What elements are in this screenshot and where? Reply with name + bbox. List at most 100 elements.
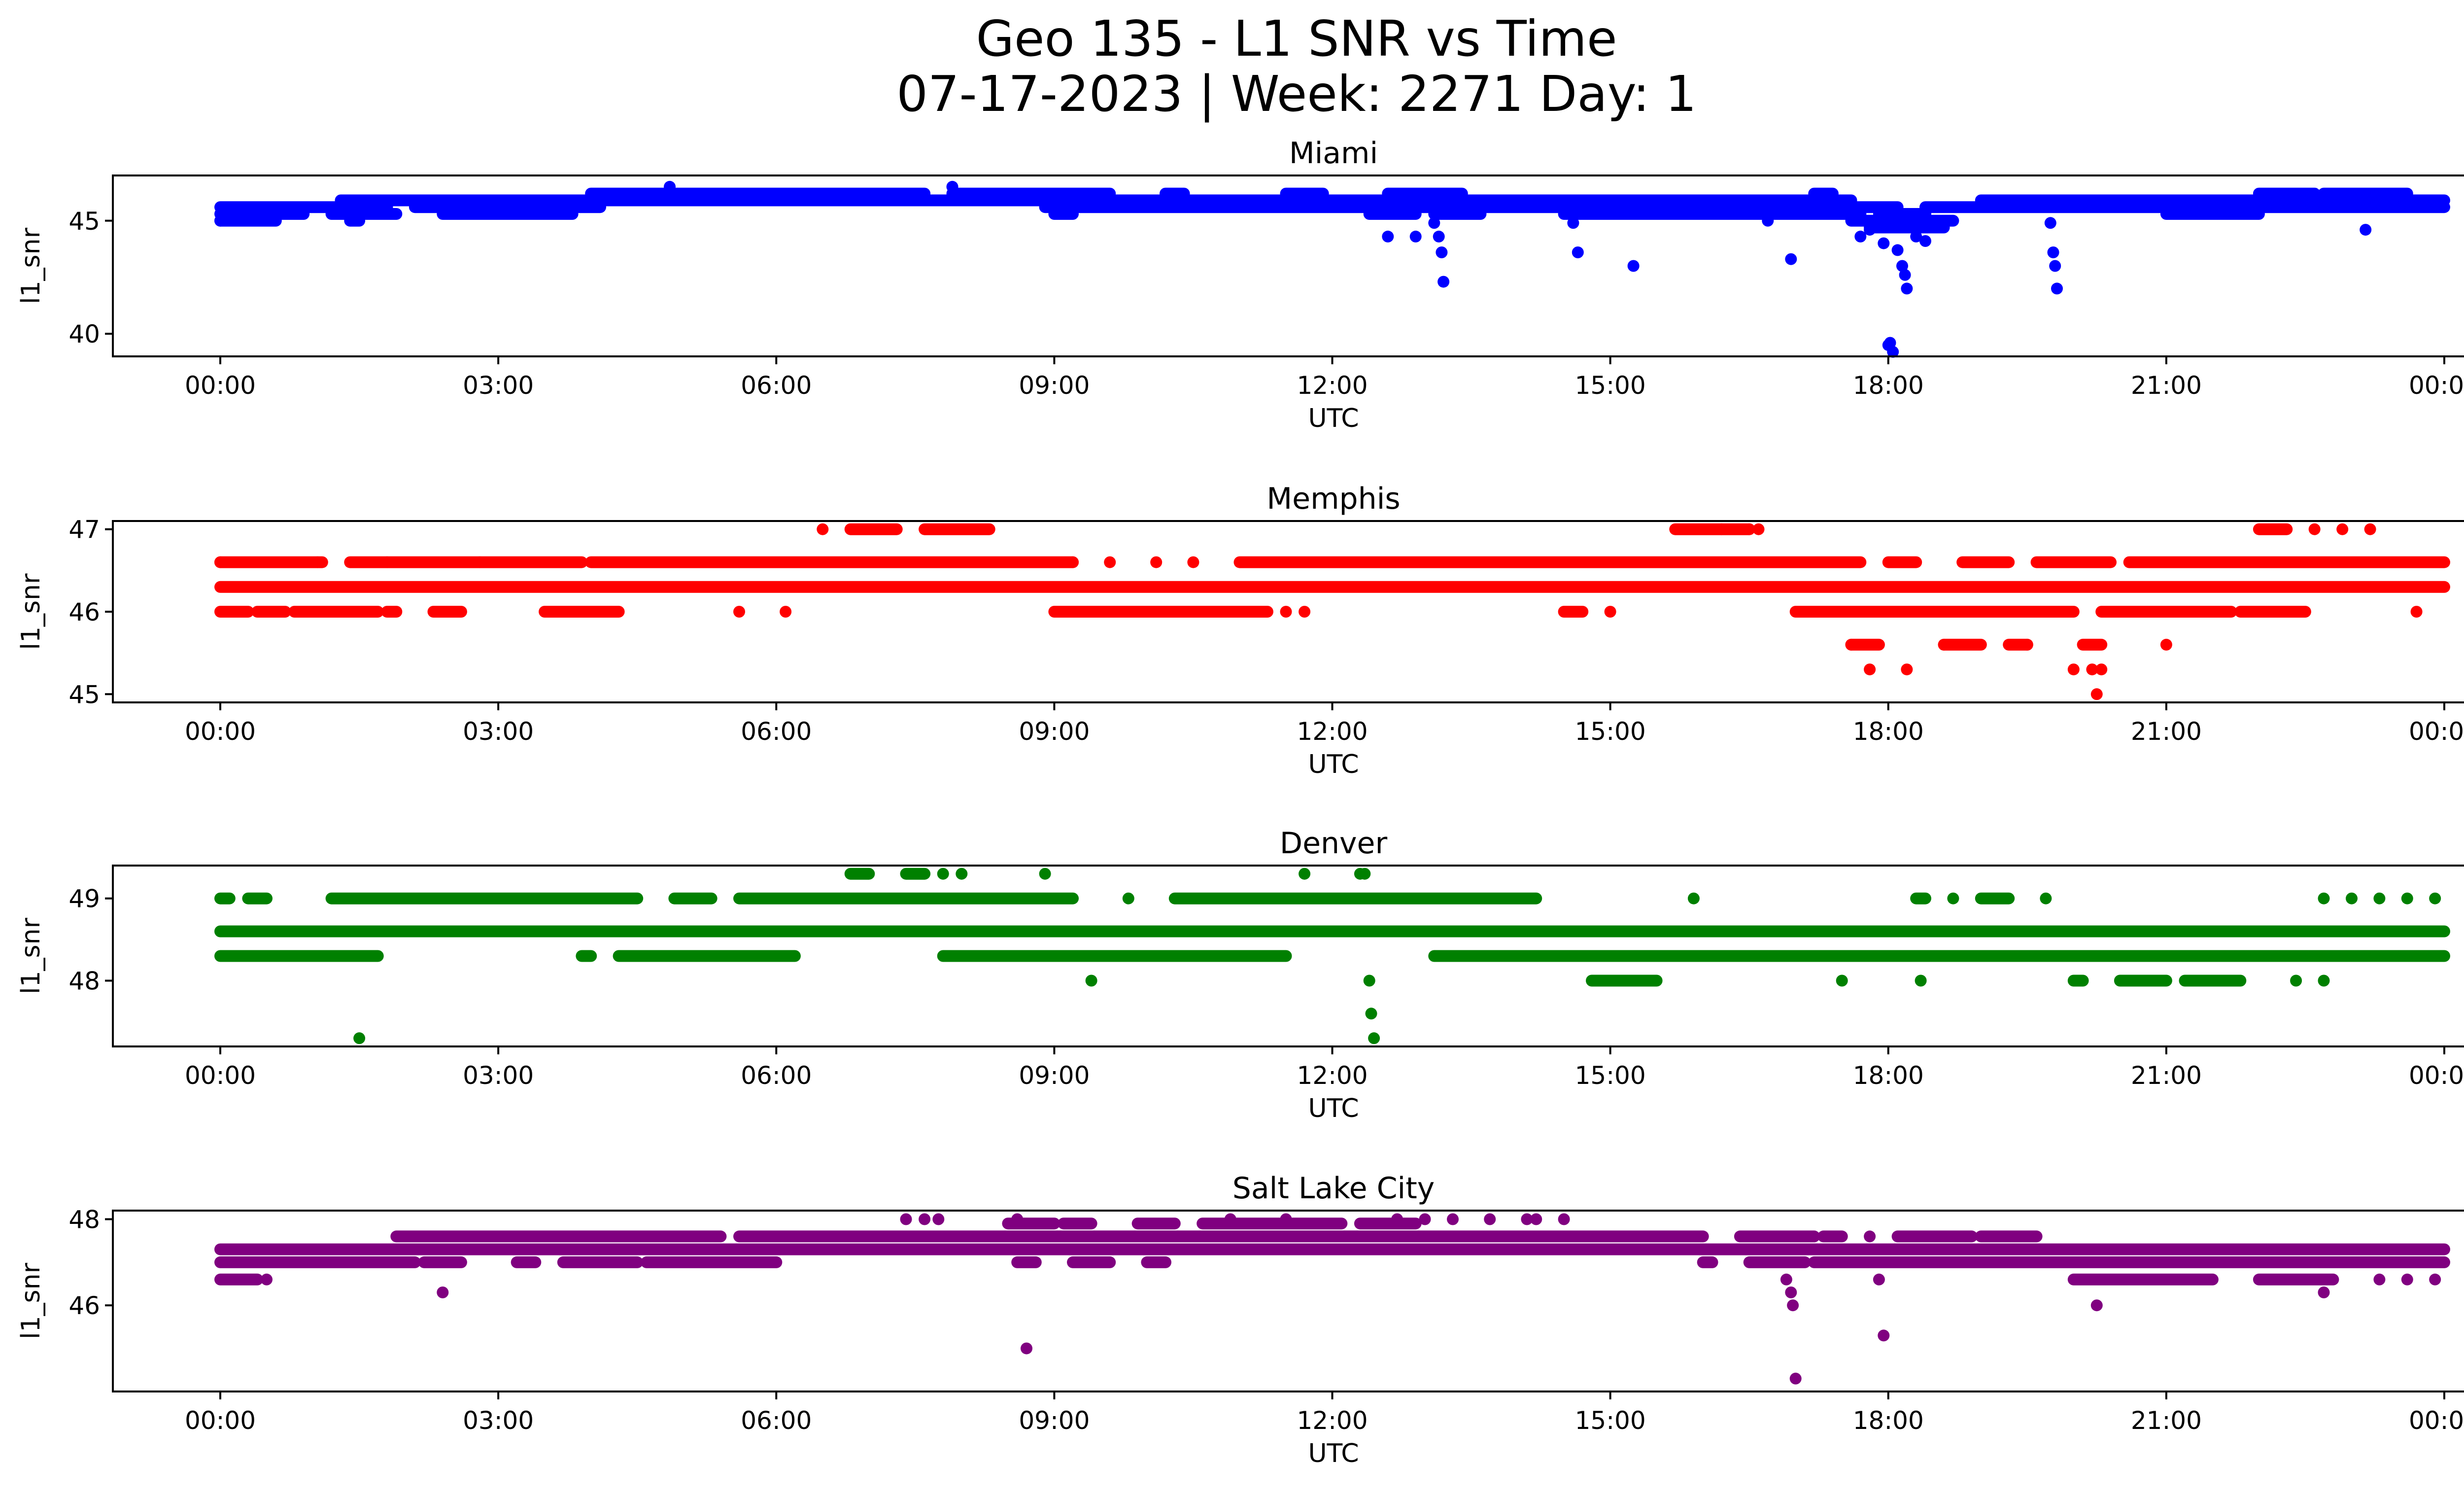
data-point	[1558, 1213, 1570, 1225]
data-point	[2401, 1273, 2413, 1286]
data-point	[1359, 868, 1371, 880]
data-point	[1878, 237, 1890, 249]
x-tick-label: 18:00	[1853, 717, 1924, 746]
data-point	[311, 556, 324, 568]
x-tick-label: 00:00	[185, 1406, 256, 1435]
data-point	[1878, 1329, 1890, 1342]
data-point	[2373, 1273, 2386, 1286]
data-point	[214, 556, 226, 568]
x-tick-label: 09:00	[1019, 1406, 1090, 1435]
x-tick-label: 09:00	[1019, 717, 1090, 746]
x-tick-label: 21:00	[2131, 1406, 2202, 1435]
x-tick-label: 21:00	[2131, 717, 2202, 746]
x-tick-label: 00:00	[2409, 371, 2464, 400]
data-point	[1627, 260, 1640, 272]
plot-frame	[112, 174, 2464, 357]
x-tick-label: 15:00	[1575, 371, 1646, 400]
data-point	[2090, 1299, 2103, 1312]
x-axis-label: UTC	[1308, 1094, 1359, 1123]
x-tick-label: 00:00	[185, 1061, 256, 1090]
x-tick-label: 03:00	[463, 371, 534, 400]
data-point	[2318, 1286, 2330, 1298]
x-tick-label: 18:00	[1853, 1406, 1924, 1435]
x-tick-label: 18:00	[1853, 1061, 1924, 1090]
data-point	[1067, 556, 1079, 568]
data-point	[1187, 556, 1199, 568]
data-point	[1572, 246, 1584, 258]
data-point	[1845, 638, 1857, 651]
data-point	[2051, 282, 2063, 295]
y-tick-label: 48	[68, 1205, 100, 1234]
data-point	[2067, 663, 2080, 676]
data-point	[1280, 1213, 1292, 1225]
data-point	[1752, 523, 1765, 535]
data-point	[1530, 1213, 1542, 1225]
x-tick-label: 15:00	[1575, 717, 1646, 746]
data-point	[1887, 346, 1899, 358]
data-point	[2308, 523, 2321, 535]
data-point	[1419, 1213, 1431, 1225]
x-tick-label: 09:00	[1019, 1061, 1090, 1090]
data-point	[2401, 892, 2413, 904]
x-tick-label: 12:00	[1297, 371, 1368, 400]
data-point	[919, 1213, 931, 1225]
x-tick-label: 00:00	[2409, 717, 2464, 746]
y-axis: 45 46 47	[68, 516, 113, 709]
data-point	[1915, 974, 1927, 987]
data-point	[1780, 1273, 1792, 1286]
data-point	[2429, 1273, 2441, 1286]
x-axis: 00:00 03:00 06:00 09:00 12:00 15:00 18:00 21:00…	[185, 702, 2464, 746]
data-point	[2160, 638, 2172, 651]
data-point	[1938, 638, 1950, 651]
x-tick-label: 00:00	[185, 371, 256, 400]
data-point	[1743, 523, 1755, 535]
x-tick-label: 06:00	[741, 1061, 812, 1090]
data-point	[1104, 556, 1116, 568]
data-point	[946, 180, 958, 193]
data-point	[1687, 892, 1700, 904]
data-point	[1762, 214, 1774, 227]
data-point	[2262, 606, 2274, 618]
x-tick-label: 15:00	[1575, 1061, 1646, 1090]
y-tick-label: 45	[68, 207, 100, 236]
subplot-2: 00:00 03:00 06:00 09:00 12:00 15:00 18:00 21:00…	[16, 482, 2464, 779]
data-point	[1864, 663, 1876, 676]
data-points	[214, 523, 2450, 700]
subplot-title: Denver	[1280, 826, 1388, 861]
data-point	[1604, 606, 1616, 618]
data-point	[1715, 523, 1728, 535]
data-point	[2049, 260, 2061, 272]
data-point	[1011, 1213, 1024, 1225]
data-point	[2318, 974, 2330, 987]
data-point	[437, 1286, 449, 1298]
x-tick-label: 00:00	[2409, 1061, 2464, 1090]
x-tick-label: 03:00	[463, 1406, 534, 1435]
data-point	[900, 1213, 912, 1225]
plot-frame	[112, 1210, 2464, 1392]
data-point	[2373, 892, 2386, 904]
data-points	[214, 868, 2450, 1044]
data-point	[1884, 337, 1896, 349]
data-point	[2410, 606, 2423, 618]
subplot-1: 00:00 03:00 06:00 09:00 12:00 15:00 18:00 21:00…	[16, 136, 2464, 433]
data-point	[1896, 260, 1908, 272]
data-point	[1910, 230, 1922, 243]
data-point	[2095, 663, 2108, 676]
y-tick-label: 46	[68, 1291, 100, 1320]
data-point	[2336, 523, 2349, 535]
data-point	[1864, 224, 1876, 236]
data-point	[1280, 606, 1292, 618]
y-tick-label: 40	[68, 320, 100, 348]
data-point	[2021, 638, 2033, 651]
data-point	[1787, 1299, 1799, 1312]
figure-title-line-1: Geo 135 - L1 SNR vs Time	[976, 10, 1617, 68]
x-axis: 00:00 03:00 06:00 09:00 12:00 15:00 18:00 21:00…	[185, 1046, 2464, 1090]
data-point	[2346, 892, 2358, 904]
subplot-panels: 00:00 03:00 06:00 09:00 12:00 15:00 18:00 21:00…	[16, 136, 2464, 1468]
figure-title-line-2: 07-17-2023 | Week: 2271 Day: 1	[896, 65, 1696, 123]
data-point	[1919, 235, 1931, 247]
data-point	[1567, 217, 1579, 229]
data-point	[261, 1273, 273, 1286]
x-axis: 00:00 03:00 06:00 09:00 12:00 15:00 18:00 21:00…	[185, 1391, 2464, 1435]
